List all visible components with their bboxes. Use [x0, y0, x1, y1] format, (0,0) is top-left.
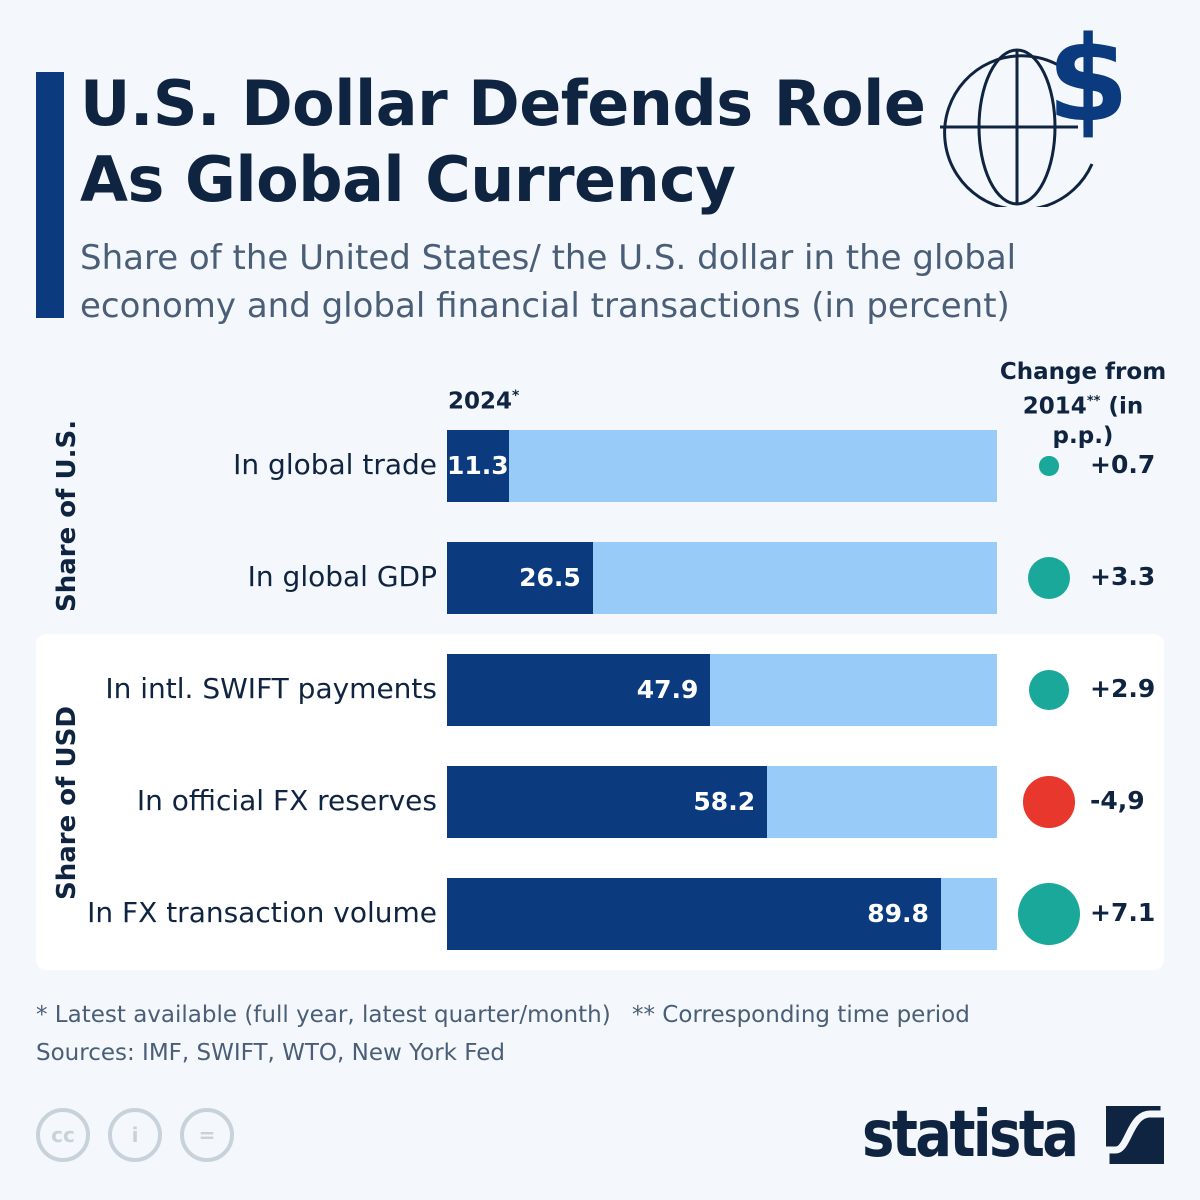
- change-bubble: [1029, 670, 1069, 710]
- change-header: Change from 2014** (in p.p.): [999, 359, 1167, 449]
- title-line-1: U.S. Dollar Defends Role: [80, 67, 926, 140]
- column-header-2024: 2024*: [448, 388, 520, 415]
- bar: [447, 430, 510, 502]
- category-label: In global GDP: [247, 560, 437, 593]
- attribution-icon[interactable]: i: [108, 1108, 162, 1162]
- category-label: In global trade: [233, 448, 437, 481]
- statista-logo[interactable]: statista: [862, 1098, 1079, 1172]
- value-label: 58.2: [693, 787, 756, 816]
- accent-bar: [36, 72, 64, 318]
- change-label: +0.7: [1090, 450, 1156, 479]
- category-label: In FX transaction volume: [87, 896, 437, 929]
- change-bubble: [1027, 556, 1071, 600]
- change-bubble: [1039, 456, 1059, 476]
- statista-logo-mark-icon: [1106, 1106, 1164, 1164]
- value-label: 89.8: [867, 899, 929, 928]
- change-bubble: [1018, 883, 1080, 945]
- no-derivatives-icon[interactable]: =: [180, 1108, 234, 1162]
- change-bubble: [1023, 776, 1075, 828]
- value-label: 26.5: [519, 563, 581, 592]
- cc-license-icon[interactable]: cc: [36, 1108, 90, 1162]
- bar: [447, 654, 711, 726]
- group-label-us: Share of U.S.: [52, 419, 82, 612]
- value-label: 11.3: [447, 451, 509, 480]
- change-label: +7.1: [1090, 898, 1156, 927]
- category-label: In official FX reserves: [136, 784, 437, 817]
- svg-text:$: $: [1047, 22, 1128, 148]
- sources: Sources: IMF, SWIFT, WTO, New York Fed: [36, 1040, 506, 1066]
- bar: [447, 878, 941, 950]
- group-label-usd: Share of USD: [52, 706, 82, 900]
- page-title: U.S. Dollar Defends Role As Global Curre…: [80, 66, 926, 218]
- value-label: 47.9: [636, 675, 699, 704]
- change-label: +3.3: [1090, 562, 1156, 591]
- bar: [447, 766, 768, 838]
- footnote-1: * Latest available (full year, latest qu…: [36, 1002, 611, 1028]
- category-label: In intl. SWIFT payments: [105, 672, 437, 705]
- bar: [447, 542, 593, 614]
- bar-remainder: [447, 430, 997, 502]
- globe-dollar-icon: $: [940, 22, 1128, 207]
- change-label: +2.9: [1090, 674, 1156, 703]
- subtitle: Share of the United States/ the U.S. dol…: [80, 238, 1017, 326]
- title-line-2: As Global Currency: [80, 143, 736, 216]
- footnote-2: ** Corresponding time period: [632, 1002, 970, 1028]
- change-label: -4,9: [1090, 786, 1145, 815]
